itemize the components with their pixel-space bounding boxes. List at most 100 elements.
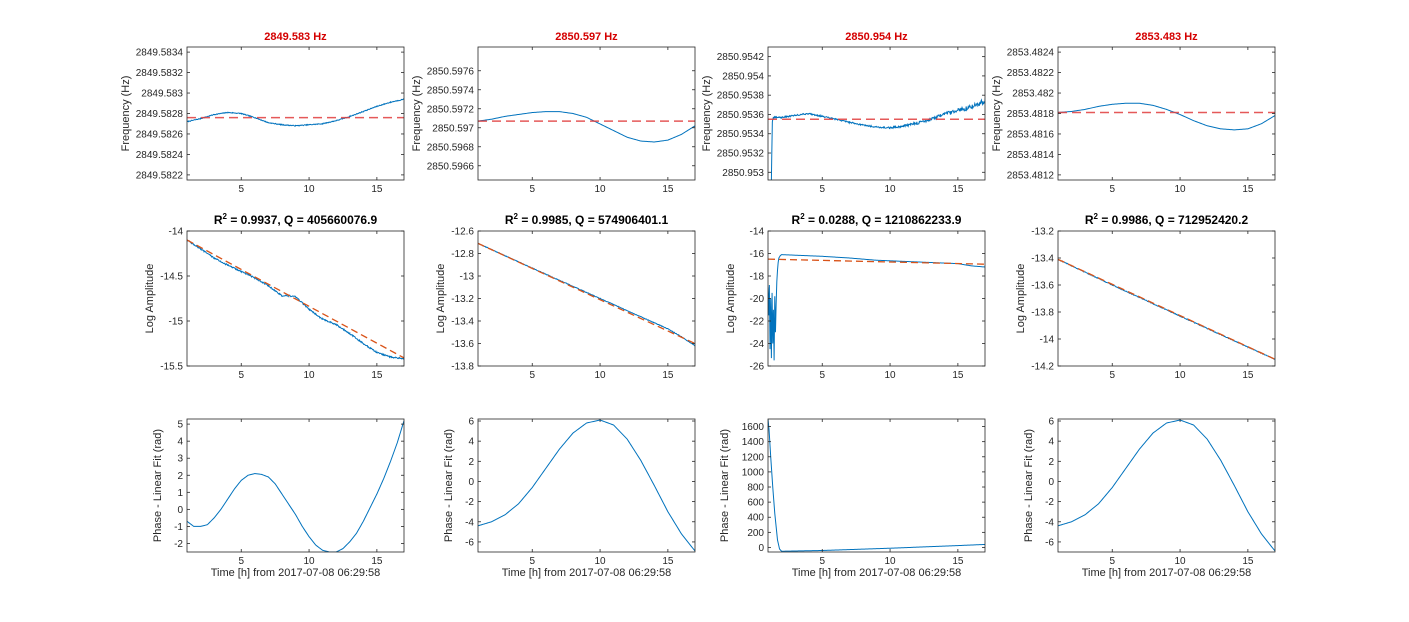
y-tick-label: 1: [177, 488, 183, 499]
y-tick-label: -14: [750, 227, 765, 238]
y-tick-label: 0: [1048, 477, 1054, 488]
x-tick-label: 10: [304, 184, 316, 195]
axes-frame: [767, 230, 986, 367]
y-tick-label: 0: [468, 477, 474, 488]
x-tick-label: 10: [885, 556, 897, 567]
y-axis-label: Frequency (Hz): [991, 76, 1003, 152]
y-tick-label: 2849.5834: [136, 48, 184, 59]
subplot-r2-c1: 5 10 15 -15.5 -15 -14.5 -14 R2 = 0.9937, Q = 40…: [144, 212, 405, 381]
x-tick-label: 5: [238, 370, 244, 381]
x-tick-label: 15: [371, 556, 383, 567]
subplot-r1-c4: 5 10 15 2853.4812 2853.4814 2853.4816 2853.481…: [991, 31, 1276, 195]
y-tick-label: -18: [750, 272, 765, 283]
y-tick-label: -22: [750, 317, 765, 328]
x-tick-label: 5: [529, 370, 535, 381]
x-tick-label: 10: [1175, 370, 1187, 381]
subplot-title: 2850.954 Hz: [845, 31, 908, 43]
y-tick-label: 4: [177, 437, 183, 448]
measured-line: [770, 98, 985, 180]
y-tick-label: 3: [177, 454, 183, 465]
y-tick-label: 6: [1048, 417, 1054, 428]
axes-frame: [477, 418, 696, 553]
y-tick-label: -14: [1040, 335, 1055, 346]
y-tick-label: 800: [747, 483, 764, 494]
x-tick-label: 5: [529, 184, 535, 195]
y-tick-label: 2849.5828: [136, 109, 184, 120]
axes-frame: [767, 418, 986, 553]
subplot-title: R2 = 0.9985, Q = 574906401.1: [505, 212, 669, 227]
series-group: [1058, 419, 1275, 552]
x-tick-label: 15: [1242, 184, 1254, 195]
axes-frame: [186, 418, 405, 553]
series-group: [187, 239, 404, 360]
y-tick-label: 2849.5822: [136, 170, 184, 181]
measured-line: [187, 240, 404, 360]
y-tick-label: 2853.4818: [1007, 109, 1055, 120]
y-axis-label: Log Amplitude: [144, 264, 156, 334]
measured-line: [478, 419, 695, 552]
series-group: [187, 420, 404, 552]
y-tick-label: 2850.5974: [427, 85, 475, 96]
x-tick-label: 10: [595, 556, 607, 567]
y-tick-label: -13.6: [1031, 281, 1054, 292]
y-axis-label: Phase - Linear Fit (rad): [443, 429, 455, 542]
x-tick-label: 15: [371, 370, 383, 381]
axes-frame: [767, 46, 986, 181]
y-tick-label: 6: [468, 417, 474, 428]
series-group: [478, 111, 695, 143]
y-tick-label: -14.5: [160, 272, 183, 283]
y-tick-label: 0: [177, 505, 183, 516]
x-axis-label: Time [h] from 2017-07-08 06:29:58: [792, 567, 962, 579]
measured-line: [187, 420, 404, 552]
y-axis-label: Phase - Linear Fit (rad): [152, 429, 164, 542]
y-tick-label: -13.2: [451, 294, 474, 305]
y-tick-label: 2850.9536: [717, 110, 765, 121]
y-tick-label: 2850.9538: [717, 91, 765, 102]
x-tick-label: 10: [1175, 556, 1187, 567]
y-tick-label: -1: [174, 522, 183, 533]
x-tick-label: 5: [819, 370, 825, 381]
y-tick-label: 2853.482: [1012, 89, 1054, 100]
series-group: [1058, 102, 1275, 131]
y-tick-label: -2: [174, 539, 183, 550]
y-tick-label: 2: [468, 457, 474, 468]
x-tick-label: 10: [595, 184, 607, 195]
x-axis-label: Time [h] from 2017-07-08 06:29:58: [502, 567, 672, 579]
x-tick-label: 15: [952, 556, 964, 567]
measured-line: [1058, 419, 1275, 552]
y-axis-label: Frequency (Hz): [120, 76, 132, 152]
x-tick-label: 10: [304, 370, 316, 381]
y-tick-label: -4: [465, 517, 474, 528]
y-tick-label: 2849.5826: [136, 129, 184, 140]
y-tick-label: -15: [169, 317, 184, 328]
x-tick-label: 5: [819, 556, 825, 567]
subplot-r1-c1: 5 10 15 2849.5822 2849.5824 2849.5826 2849.582…: [120, 31, 405, 195]
y-tick-label: 4: [1048, 437, 1054, 448]
subplot-r2-c4: 5 10 15 -14.2 -14 -13.8 -13.6 -13.4 -13.2 R2 = 0.…: [1015, 212, 1276, 381]
y-axis-label: Phase - Linear Fit (rad): [719, 429, 731, 542]
series-group: [478, 242, 695, 347]
subplot-r2-c2: 5 10 15 -13.8 -13.6 -13.4 -13.2 -13 -12.8 -12.6 R2…: [435, 212, 696, 381]
y-axis-label: Log Amplitude: [435, 264, 447, 334]
y-tick-label: 2849.5824: [136, 150, 184, 161]
series-group: [478, 419, 695, 552]
y-tick-label: 2849.583: [141, 89, 183, 100]
measured-line: [187, 98, 404, 127]
series-group: [768, 419, 985, 552]
y-tick-label: 200: [747, 528, 764, 539]
subplot-title: R2 = 0.9937, Q = 405660076.9: [214, 212, 378, 227]
y-tick-label: 2850.954: [722, 71, 764, 82]
axes-frame: [1057, 230, 1276, 367]
y-axis-label: Phase - Linear Fit (rad): [1023, 429, 1035, 542]
y-tick-label: 2: [1048, 457, 1054, 468]
measured-line: [1058, 102, 1275, 131]
x-tick-label: 15: [662, 370, 674, 381]
y-tick-label: -16: [750, 249, 765, 260]
x-tick-label: 10: [885, 370, 897, 381]
y-tick-label: -12.6: [451, 227, 474, 238]
y-tick-label: 1000: [742, 467, 765, 478]
y-tick-label: 0: [758, 543, 764, 554]
y-tick-label: 2850.5976: [427, 66, 475, 77]
y-tick-label: -13.4: [451, 317, 474, 328]
